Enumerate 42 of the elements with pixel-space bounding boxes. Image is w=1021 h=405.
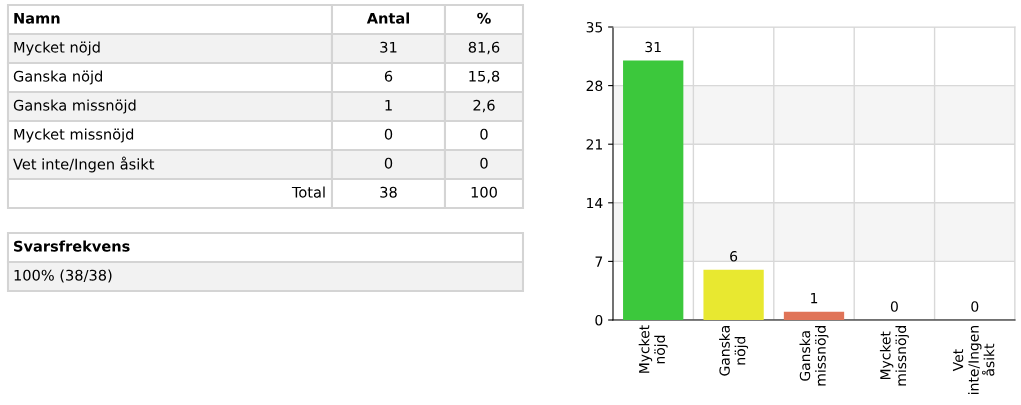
- text: 2,6: [473, 99, 495, 113]
- text: 6: [384, 70, 393, 82]
- bar: [783, 311, 845, 320]
- x-tick-label: Vet inte/Ingen åsikt: [952, 326, 995, 394]
- x-tick-label: Ganska missnöjd: [799, 326, 829, 386]
- text: 1: [385, 99, 392, 111]
- text: 0: [480, 157, 488, 169]
- text: %: [477, 12, 491, 24]
- text: Svarsfrekvens: [14, 240, 130, 252]
- data-label: 6: [730, 251, 738, 262]
- text: Vet inte/Ingen åsikt: [13, 156, 155, 173]
- text: 38: [380, 186, 397, 198]
- y-tick-label: 35: [586, 21, 603, 33]
- x-tick-label: Mycket nöjd: [638, 325, 668, 373]
- text: Antal: [366, 12, 410, 24]
- text: 0: [384, 128, 393, 140]
- text: 15,8: [469, 70, 500, 84]
- y-tick-label: 7: [595, 256, 603, 267]
- x-tick-label: Mycket missnöjd: [879, 326, 909, 386]
- bar: [703, 269, 764, 320]
- data-label: 31: [645, 41, 661, 53]
- text: Ganska nöjd: [13, 70, 102, 85]
- y-tick-label: 14: [587, 197, 603, 209]
- y-tick-label: 0: [595, 314, 603, 326]
- text: 31: [380, 41, 397, 53]
- text: 100% (38/38): [14, 269, 112, 283]
- text: Mycket missnöjd: [14, 128, 134, 143]
- data-label: 0: [971, 301, 979, 312]
- y-tick-label: 28: [586, 80, 603, 92]
- text: Ganska missnöjd: [13, 99, 136, 114]
- text: Mycket nöjd: [14, 41, 100, 56]
- text: Total: [291, 186, 325, 198]
- text: 0: [480, 128, 488, 140]
- text: 81,6: [468, 41, 500, 55]
- text: 0: [384, 157, 393, 169]
- text: Namn: [14, 12, 60, 24]
- data-label: 1: [811, 293, 818, 304]
- data-label: 0: [890, 301, 898, 312]
- y-tick-label: 21: [586, 139, 602, 150]
- text: 100: [471, 186, 497, 198]
- x-tick-label: Ganska nöjd: [719, 326, 749, 376]
- bar: [623, 60, 684, 320]
